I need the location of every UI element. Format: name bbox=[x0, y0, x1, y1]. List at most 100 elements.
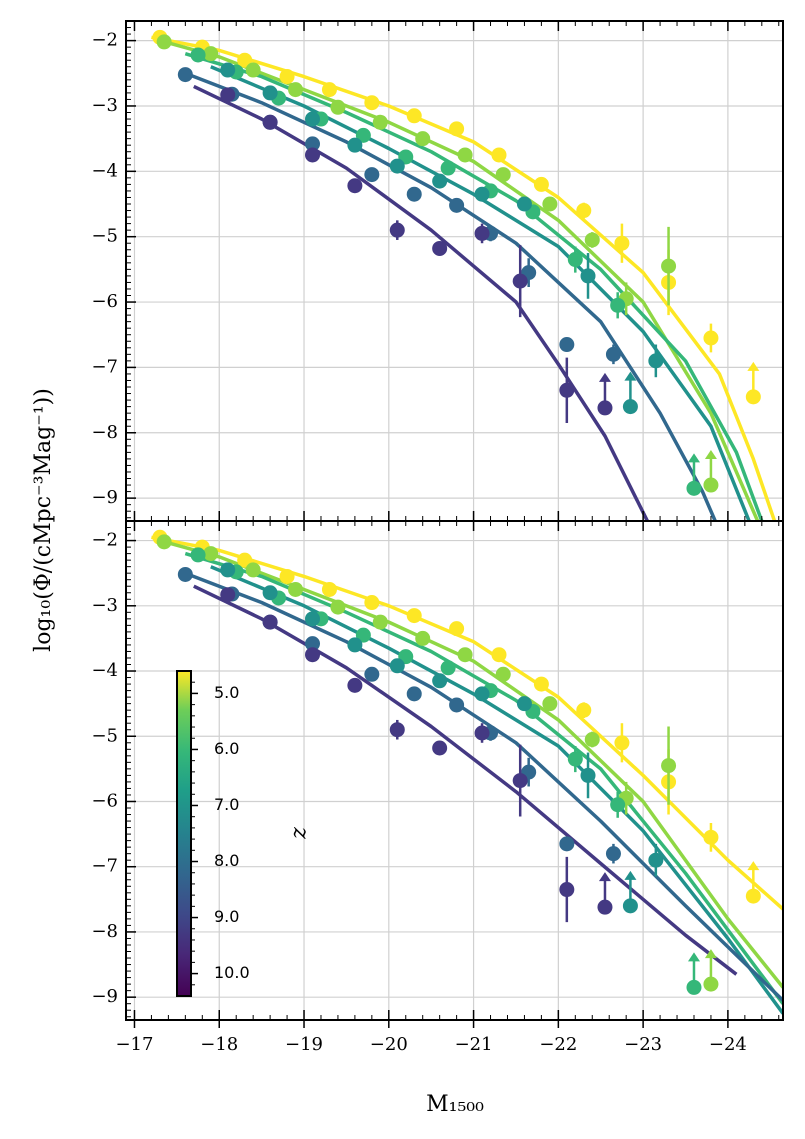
data-point-z7.8 bbox=[474, 686, 490, 702]
upper-limit-arrow bbox=[687, 453, 700, 463]
bottom-axes-ticks: −2 −3 −4 −5 −6 −7 −8 −9 −17 −18 −19 −20 −21 −22 −23 −24 bbox=[91, 521, 780, 1055]
x-tick-label: −20 bbox=[370, 1034, 408, 1055]
data-point-z6.8 bbox=[610, 297, 626, 313]
data-point-z5 bbox=[279, 568, 295, 584]
data-point-z5 bbox=[449, 621, 465, 637]
x-tick-label: −21 bbox=[455, 1034, 493, 1055]
upper-limit-arrow bbox=[598, 372, 611, 382]
data-point-z5.9 bbox=[203, 46, 219, 62]
data-point-z5.9 bbox=[457, 147, 473, 163]
bottom-panel: −2 −3 −4 −5 −6 −7 −8 −9 −17 −18 −19 −20 −21 −22 −23 −24 bbox=[91, 520, 784, 1055]
data-point-z7.8 bbox=[622, 898, 638, 914]
colorbar-ticks: 5.0 6.0 7.0 8.0 9.0 10.0 bbox=[191, 681, 250, 986]
data-point-z7.8 bbox=[648, 852, 664, 868]
data-point-z5.9 bbox=[245, 562, 261, 578]
data-point-z5 bbox=[364, 595, 380, 611]
y-tick-label: −7 bbox=[91, 856, 118, 877]
data-point-z8.9 bbox=[406, 186, 422, 202]
data-point-z5.9 bbox=[703, 477, 719, 493]
data-point-z7.8 bbox=[305, 611, 321, 627]
data-point-z5.9 bbox=[372, 614, 388, 630]
model-line-z5.9 bbox=[159, 538, 783, 989]
x-tick-label: −23 bbox=[624, 1034, 662, 1055]
data-point-z5 bbox=[614, 735, 630, 751]
data-point-z5.9 bbox=[661, 758, 677, 774]
data-point-z8.9 bbox=[364, 666, 380, 682]
data-point-z10 bbox=[262, 614, 278, 630]
y-tick-label: −9 bbox=[91, 487, 118, 508]
x-tick-label: −22 bbox=[539, 1034, 577, 1055]
data-point-z6.8 bbox=[355, 627, 371, 643]
data-point-z5 bbox=[614, 235, 630, 251]
colorbar-gradient bbox=[176, 670, 192, 997]
data-point-z7.8 bbox=[516, 696, 532, 712]
data-point-z10 bbox=[512, 273, 528, 289]
data-point-z5 bbox=[237, 552, 253, 568]
data-point-z5.9 bbox=[330, 99, 346, 115]
data-point-z7.8 bbox=[474, 186, 490, 202]
bottom-plot-area bbox=[151, 529, 783, 1015]
data-point-z8.9 bbox=[449, 197, 465, 213]
data-point-z10 bbox=[474, 725, 490, 741]
y-tick-label: −4 bbox=[91, 160, 118, 181]
x-axis-title: M₁₅₀₀ bbox=[426, 1092, 484, 1117]
y-tick-label: −6 bbox=[91, 790, 118, 811]
data-point-z5.9 bbox=[288, 82, 304, 98]
data-point-z5.9 bbox=[542, 196, 558, 212]
data-point-z5 bbox=[703, 829, 719, 845]
data-point-z5 bbox=[237, 52, 253, 68]
y-tick-label: −8 bbox=[91, 921, 118, 942]
data-point-z6.8 bbox=[190, 47, 206, 63]
y-tick-label: −3 bbox=[91, 95, 118, 116]
data-point-z5.9 bbox=[584, 732, 600, 748]
top-axes-ticks: −2 −3 −4 −5 −6 −7 −8 −9 bbox=[91, 21, 780, 521]
data-point-z7.8 bbox=[262, 585, 278, 601]
data-point-z7.8 bbox=[262, 85, 278, 101]
data-point-z6.8 bbox=[567, 751, 583, 767]
data-point-z6.8 bbox=[610, 797, 626, 813]
data-point-z10 bbox=[474, 225, 490, 241]
data-point-z10 bbox=[559, 382, 575, 398]
data-point-z6.8 bbox=[190, 547, 206, 563]
model-line-z5 bbox=[151, 535, 783, 911]
upper-limit-arrow bbox=[687, 952, 700, 962]
model-line-z5 bbox=[151, 35, 777, 521]
data-point-z8.9 bbox=[605, 846, 621, 862]
model-line-z8.9 bbox=[184, 71, 717, 521]
data-point-z10 bbox=[389, 222, 405, 238]
data-point-z5.9 bbox=[288, 581, 304, 597]
colorbar-tick-label: 5.0 bbox=[214, 683, 239, 702]
upper-limit-arrow bbox=[624, 870, 637, 880]
data-point-z5 bbox=[406, 108, 422, 124]
data-point-z7.8 bbox=[648, 353, 664, 369]
model-line-z7.8 bbox=[210, 565, 783, 1015]
data-point-z7.8 bbox=[389, 658, 405, 674]
data-point-z5.9 bbox=[372, 114, 388, 130]
data-point-z10 bbox=[432, 740, 448, 756]
y-tick-label: −9 bbox=[91, 986, 118, 1007]
data-point-z10 bbox=[597, 899, 613, 915]
data-point-z5 bbox=[279, 69, 295, 85]
data-point-z10 bbox=[512, 773, 528, 789]
upper-limit-arrow bbox=[624, 371, 637, 381]
data-point-z5.9 bbox=[245, 62, 261, 78]
data-point-z7.8 bbox=[432, 173, 448, 189]
y-tick-label: −5 bbox=[91, 226, 118, 247]
upper-limit-arrow bbox=[747, 861, 760, 871]
top-grid bbox=[126, 21, 783, 521]
data-point-z5 bbox=[321, 82, 337, 98]
model-line-z5.9 bbox=[159, 38, 760, 521]
data-point-z5.9 bbox=[415, 131, 431, 147]
data-point-z10 bbox=[389, 722, 405, 738]
data-point-z6.8 bbox=[440, 160, 456, 176]
data-point-z5 bbox=[449, 121, 465, 137]
data-point-z10 bbox=[597, 400, 613, 416]
data-point-z5 bbox=[406, 608, 422, 624]
data-point-z8.9 bbox=[305, 636, 321, 652]
data-point-z5 bbox=[491, 147, 507, 163]
data-point-z6.8 bbox=[686, 480, 702, 496]
data-point-z7.8 bbox=[220, 62, 236, 78]
colorbar-label: z bbox=[288, 826, 313, 839]
data-point-z5.9 bbox=[415, 630, 431, 646]
data-point-z5.9 bbox=[495, 167, 511, 183]
